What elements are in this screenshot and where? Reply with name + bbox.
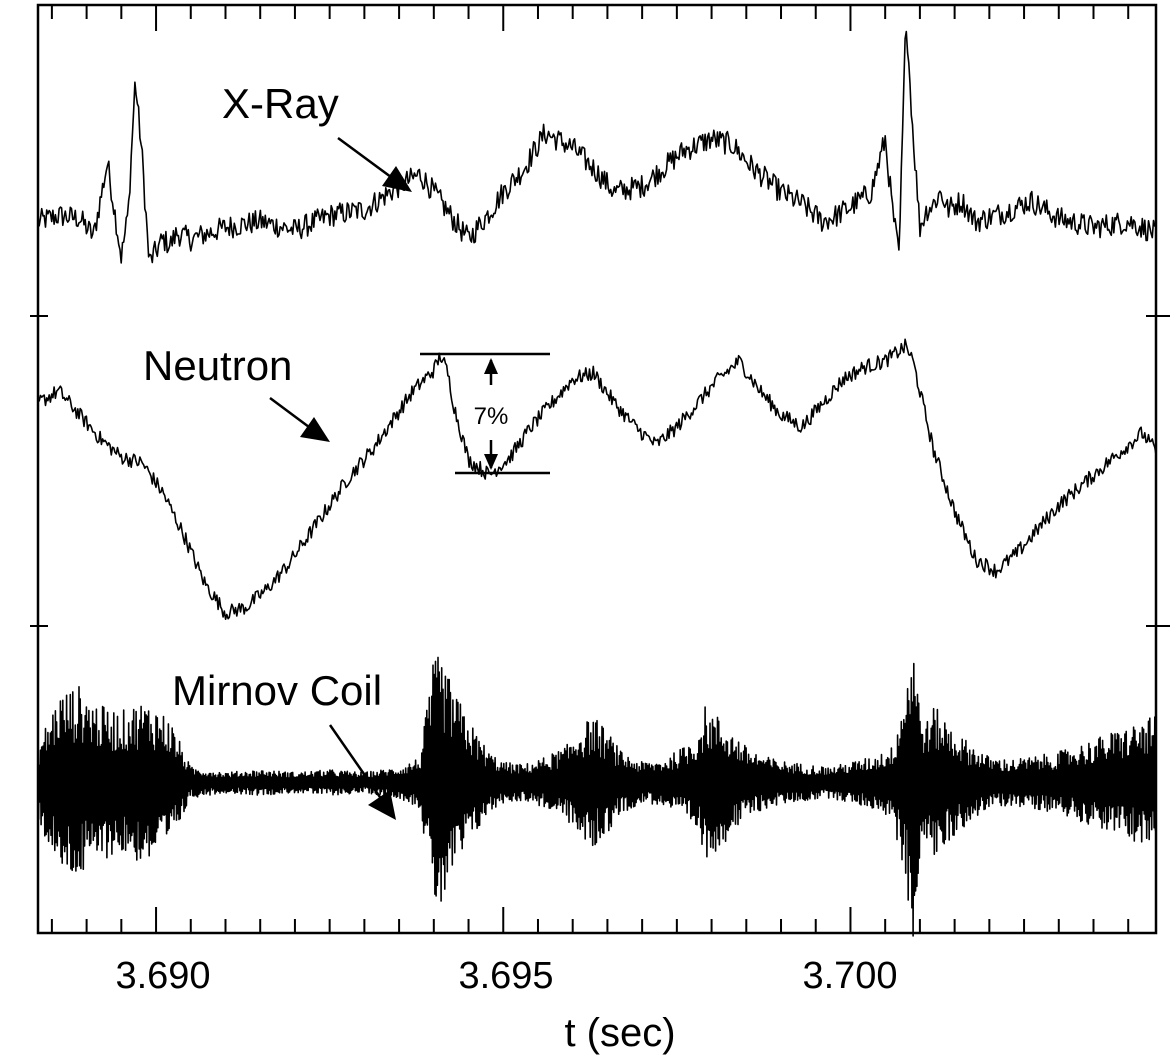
trace-x-ray	[37, 30, 1157, 264]
trace-neutron	[37, 338, 1157, 620]
trace-mirnov-coil	[37, 656, 1157, 937]
mirnov-label: Mirnov Coil	[172, 667, 382, 714]
x-tick-label-3700: 3.700	[802, 955, 897, 997]
plot-frame	[36, 3, 1158, 935]
x-tick-label-3695: 3.695	[458, 955, 553, 997]
seven-percent-label: 7%	[474, 403, 509, 430]
x-axis-label: t (sec)	[564, 1011, 675, 1055]
axis-ticks	[30, 5, 1170, 933]
traces	[37, 30, 1157, 937]
xray-label: X-Ray	[222, 80, 339, 127]
neutron-arrow	[269, 396, 330, 442]
x-tick-label-3690: 3.690	[115, 955, 210, 997]
mirnov-arrow	[328, 724, 396, 820]
xray-arrow	[337, 136, 412, 192]
neutron-label: Neutron	[143, 342, 292, 389]
seven-percent-annotation: 7%	[420, 352, 550, 475]
